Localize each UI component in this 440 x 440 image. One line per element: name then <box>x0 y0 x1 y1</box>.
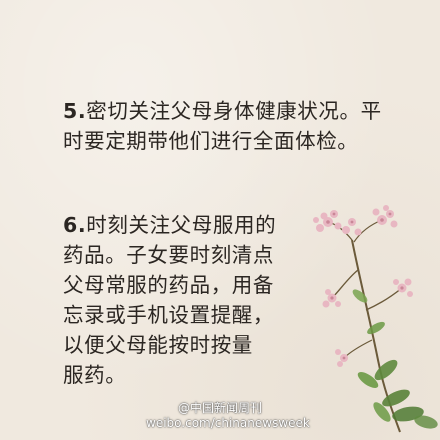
tip-6-line-3: 父母常服的药品，用备 <box>63 273 274 297</box>
tip-5: 5.密切关注父母身体健康状况。平 时要定期带他们进行全面体检。 <box>63 96 382 156</box>
watermark-account: @中国新闻周刊 <box>178 401 263 415</box>
tip-6: 6.时刻关注父母服用的 药品。子女要时刻清点 父母常服的药品，用备 忘录或手机设… <box>63 210 276 390</box>
pink-flower-sprig-illustration <box>313 205 438 433</box>
tip-6-line-2: 药品。子女要时刻清点 <box>63 243 274 267</box>
tip-5-line-1: 5.密切关注父母身体健康状况。平 <box>63 99 382 123</box>
tip-6-line-6: 服药。 <box>63 363 127 387</box>
tip-5-number: 5. <box>63 99 87 123</box>
weibo-watermark: @中国新闻周刊 weibo.com/chinanewsweek <box>146 401 310 431</box>
tip-6-line-4: 忘录或手机设置提醒， <box>63 303 274 327</box>
tip-6-line-5: 以便父母能按时按量 <box>63 333 253 357</box>
tip-6-number: 6. <box>63 213 87 237</box>
tip-5-line-2: 时要定期带他们进行全面体检。 <box>63 129 359 153</box>
watermark-url: weibo.com/chinanewsweek <box>146 416 310 430</box>
tip-6-line-1: 6.时刻关注父母服用的 <box>63 213 277 237</box>
